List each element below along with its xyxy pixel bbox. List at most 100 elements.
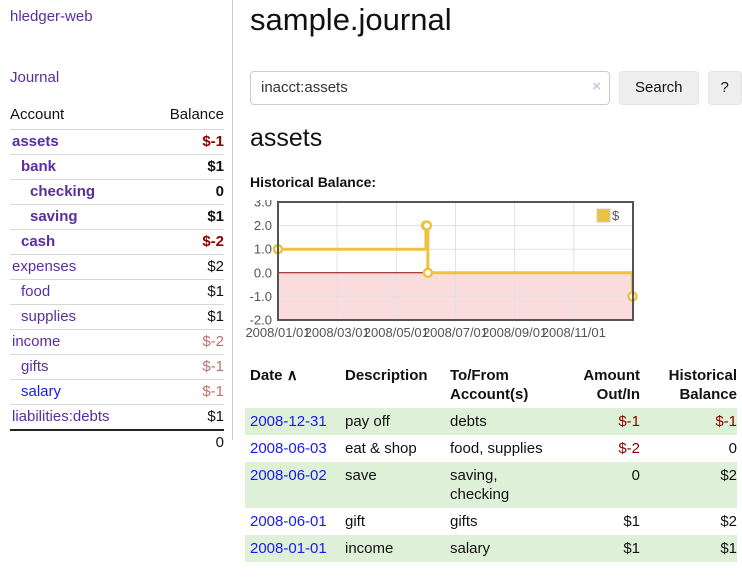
transaction-row: 2008-06-03 eat & shop food, supplies $-2 0 [245,435,737,462]
account-row: assets $-1 [10,129,224,155]
transaction-balance: $2 [720,467,737,485]
account-row: gifts $-1 [10,354,224,380]
date-column-header: Date ∧ [250,367,298,385]
amount-column-header: Amount Out/In [583,367,640,404]
x-tick-label: 2008/05/01 [364,325,429,340]
account-row: liabilities:debts $1 [10,404,224,430]
accounts-column-header: To/From Account(s) [450,367,529,404]
transaction-description: gift [345,513,366,531]
help-button[interactable]: ? [707,70,742,105]
account-balance: $-1 [148,129,224,155]
main-content: sample.journal × Search ? assets Histori… [233,0,742,563]
y-tick-label: -1.0 [250,289,272,304]
balance-column-header: Historical Balance [668,367,737,404]
x-tick-label: 2008/07/01 [423,325,488,340]
transaction-accounts: saving, checking [450,467,510,504]
account-balances-header-row: Account Balance [10,103,224,130]
y-tick-label: 0.0 [254,266,272,281]
transaction-row: 2008-06-01 gift gifts $1 $2 [245,508,737,535]
account-row: income $-2 [10,329,224,355]
account-balance: $-1 [148,379,224,405]
account-link[interactable]: checking [30,183,96,200]
account-column-header: Account [10,106,65,123]
app-brand-link[interactable]: hledger-web [10,8,93,25]
sidebar-nav: Journal [10,69,224,87]
account-link[interactable]: food [21,283,51,300]
transaction-row: 2008-12-31 pay off debts $-1 $-1 [245,408,737,436]
transaction-amount: $1 [623,513,640,531]
transaction-accounts: food, supplies [450,440,543,458]
transaction-amount: 0 [631,467,640,485]
y-tick-label: 1.0 [254,242,272,257]
transaction-row: 2008-06-02 save saving, checking 0 $2 [245,462,737,509]
account-row: salary $-1 [10,379,224,405]
x-tick-label: 2008/11/01 [542,325,606,340]
transaction-balance: 0 [728,440,737,458]
search-input[interactable] [250,70,610,105]
account-balance: $-2 [148,229,224,255]
legend-swatch [596,208,611,223]
y-tick-label: 2.0 [254,218,272,233]
account-balance: $1 [148,404,224,430]
account-balance: $-2 [148,329,224,355]
transaction-description: income [345,540,394,558]
transaction-date-link[interactable]: 2008-06-03 [250,440,327,458]
y-tick-label: 3.0 [254,200,272,210]
transaction-accounts: gifts [450,513,478,531]
page: hledger-web Journal Account Balance asse… [0,0,742,563]
chart-title: Historical Balance: [250,174,377,191]
transaction-balance: $-1 [715,413,737,431]
account-link[interactable]: bank [21,158,57,175]
account-title: assets [250,123,323,152]
x-tick-label: 2008/01/01 [245,325,310,340]
account-row: expenses $2 [10,254,224,280]
transaction-amount: $1 [623,540,640,558]
account-balance: 0 [148,179,224,205]
account-row: supplies $1 [10,304,224,330]
account-link[interactable]: saving [30,208,78,225]
total-balance: 0 [148,429,224,455]
transaction-date-link[interactable]: 2008-06-02 [250,467,327,485]
account-link[interactable]: gifts [21,358,49,375]
historical-balance-chart: 3.0 2.0 1.0 0.0 -1.0 -2.02008/01/012008/03/01… [245,200,638,340]
account-link[interactable]: salary [21,383,62,400]
transaction-description: pay off [345,413,390,431]
account-link[interactable]: expenses [12,258,77,275]
data-point-marker [422,267,434,279]
search-row: × Search ? [250,70,742,105]
account-row: saving $1 [10,204,224,230]
account-balances-table: Account Balance assets $-1 bank $1 checking 0… [10,103,224,455]
sidebar-item-journal[interactable]: Journal [10,69,60,86]
transaction-amount: $-1 [618,413,640,431]
transaction-date-link[interactable]: 2008-06-01 [250,513,327,531]
chart-legend: $ [596,208,620,223]
register-header-row: Date ∧ Description To/From Account(s) Am… [245,362,737,408]
transaction-description: save [345,467,377,485]
account-balance: $-1 [148,354,224,380]
transaction-balance: $1 [720,540,737,558]
transaction-accounts: debts [450,413,487,431]
transaction-balance: $2 [720,513,737,531]
data-point-marker [421,220,433,232]
account-balance: $1 [148,279,224,305]
account-link[interactable]: supplies [21,308,77,325]
clear-search-icon[interactable]: × [592,77,601,95]
account-link[interactable]: liabilities:debts [12,408,110,425]
account-link[interactable]: assets [12,133,59,150]
transaction-date-link[interactable]: 2008-01-01 [250,540,327,558]
description-column-header: Description [345,367,428,385]
account-link[interactable]: cash [21,233,56,250]
transaction-row: 2008-01-01 income salary $1 $1 [245,535,737,563]
search-box: × [250,70,610,105]
account-row: food $1 [10,279,224,305]
search-button[interactable]: Search [619,70,699,105]
transaction-date-link[interactable]: 2008-12-31 [250,413,327,431]
account-row: checking 0 [10,179,224,205]
account-link[interactable]: income [12,333,61,350]
sidebar: hledger-web Journal Account Balance asse… [0,0,233,455]
transaction-accounts: salary [450,540,491,558]
legend-label: $ [612,208,620,223]
register-table: Date ∧ Description To/From Account(s) Am… [245,362,737,563]
transaction-description: eat & shop [345,440,417,458]
total-row: 0 [10,429,224,455]
